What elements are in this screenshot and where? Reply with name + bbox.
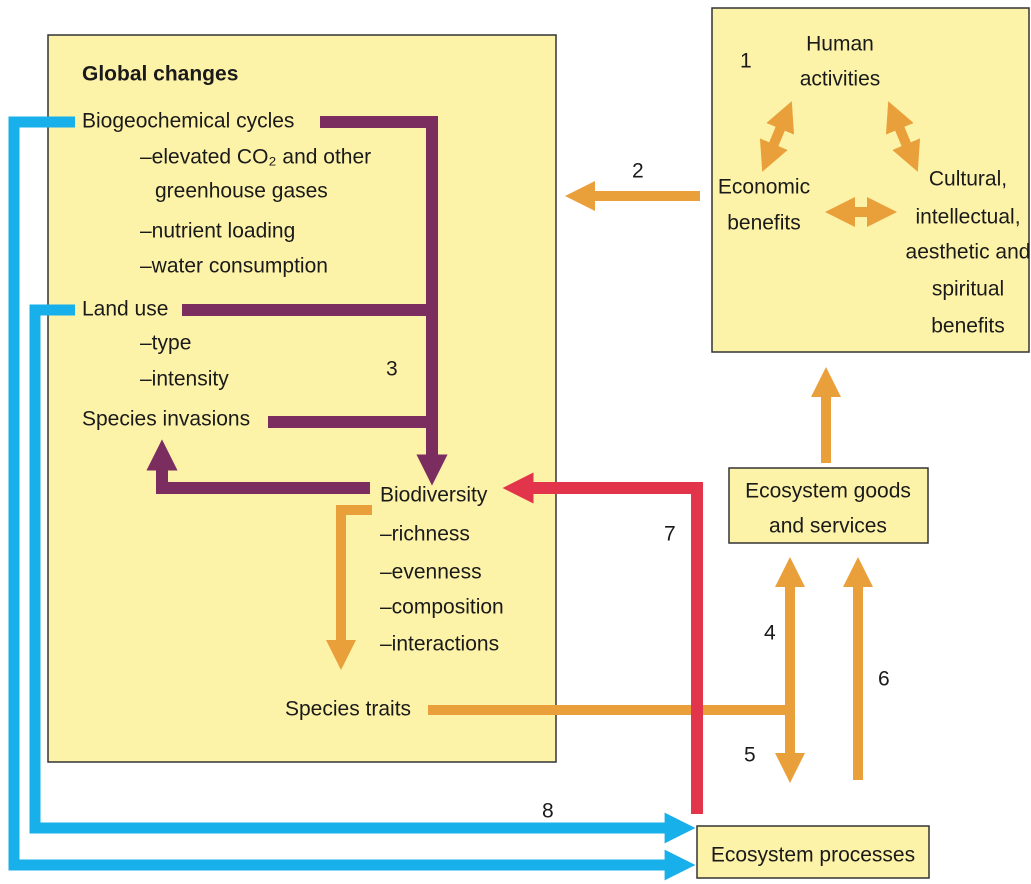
- arrow-purple: [146, 439, 370, 494]
- label: and services: [769, 515, 887, 538]
- label: Ecosystem goods: [745, 480, 911, 503]
- label: Human: [806, 33, 874, 56]
- item: –intensity: [140, 368, 229, 391]
- item: Biogeochemical cycles: [82, 110, 294, 133]
- label: Ecosystem processes: [711, 844, 915, 867]
- goods-box: [728, 467, 929, 544]
- arrow-red: [502, 472, 703, 814]
- label: aesthetic and: [906, 241, 1031, 264]
- biodiversity: –composition: [380, 596, 504, 619]
- label: Economic: [718, 176, 810, 199]
- label: intellectual,: [915, 206, 1020, 229]
- arrow-blue: [8, 116, 696, 881]
- label: benefits: [727, 212, 801, 235]
- number: 8: [542, 800, 554, 823]
- number: 2: [632, 160, 644, 183]
- item: –type: [140, 332, 191, 355]
- label: benefits: [931, 315, 1005, 338]
- item: –water consumption: [140, 255, 328, 278]
- item: –elevated CO₂ and other: [140, 146, 371, 169]
- label: spiritual: [932, 278, 1004, 301]
- arrow-orange: [885, 101, 921, 172]
- arrow-orange: [326, 505, 372, 670]
- number: 3: [386, 358, 398, 381]
- item: –nutrient loading: [140, 220, 295, 243]
- item: Species invasions: [82, 408, 250, 431]
- arrow-blue: [29, 304, 696, 844]
- arrow-orange: [759, 101, 795, 172]
- biodiversity: –interactions: [380, 633, 499, 656]
- number: 5: [744, 744, 756, 767]
- number: 1: [740, 50, 752, 73]
- biodiversity: –richness: [380, 523, 470, 546]
- biodiversity: Biodiversity: [380, 484, 488, 507]
- box-title: Global changes: [82, 63, 238, 86]
- arrow-purple: [320, 116, 448, 486]
- biodiversity: –evenness: [380, 561, 482, 584]
- number: 6: [878, 668, 890, 691]
- species-traits: Species traits: [285, 698, 411, 721]
- global-changes-box: [47, 34, 557, 763]
- processes-box: [696, 825, 930, 879]
- number: 7: [664, 523, 676, 546]
- label: Cultural,: [929, 168, 1007, 191]
- item: greenhouse gases: [155, 180, 328, 203]
- number: 4: [764, 622, 776, 645]
- human-box: [711, 7, 1030, 353]
- item: Land use: [82, 298, 168, 321]
- label: activities: [800, 68, 881, 91]
